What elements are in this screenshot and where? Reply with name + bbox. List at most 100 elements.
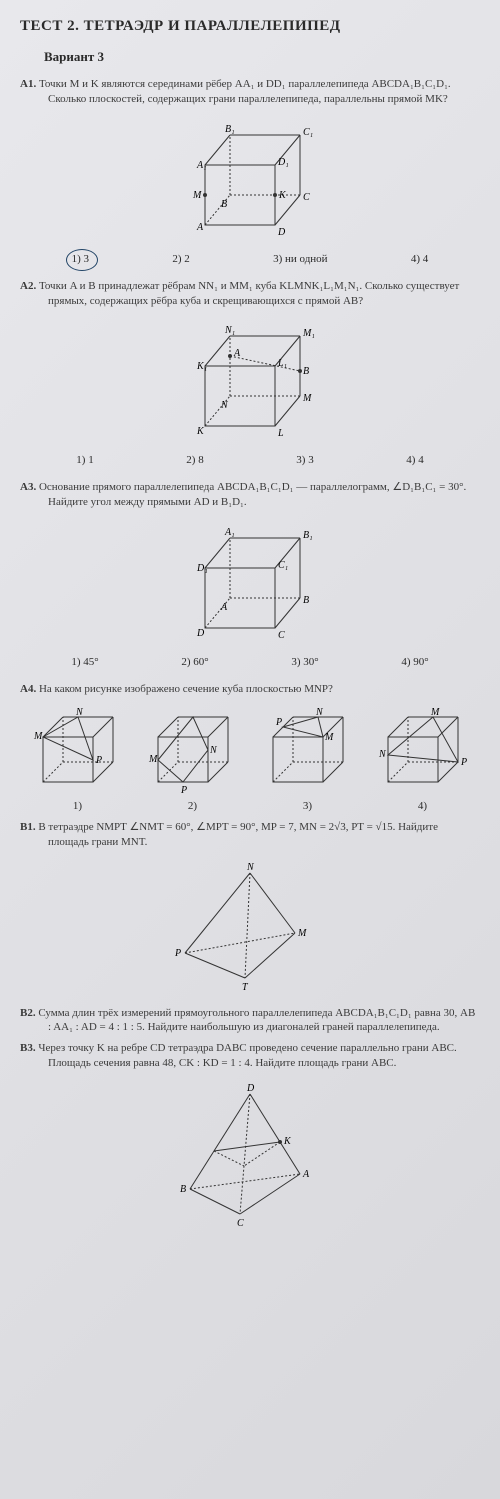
a4-3-N: N bbox=[315, 707, 324, 718]
a3-B1-label: B₁ bbox=[303, 530, 313, 541]
b1-text: В1. В тетраэдре NMPT ∠NMT = 60°, ∠MPT = … bbox=[20, 820, 480, 850]
a1-opt3: 3) ни одной bbox=[273, 253, 328, 265]
b3-K: K bbox=[283, 1136, 292, 1147]
a3-A-label: A bbox=[220, 602, 228, 613]
a1-C1-label: C₁ bbox=[303, 127, 313, 138]
a1-body: Точки M и K являются серединами рёбер AA… bbox=[39, 78, 451, 105]
b1-P: P bbox=[174, 948, 181, 959]
a4-num: А4. bbox=[20, 683, 36, 695]
a3-D-label: D bbox=[196, 628, 205, 639]
a3-C-label: C bbox=[278, 630, 285, 641]
b1-N: N bbox=[246, 862, 255, 873]
b3-C: C bbox=[237, 1218, 244, 1229]
a1-B-label: B bbox=[221, 199, 227, 210]
a3-C1-label: C₁ bbox=[278, 560, 288, 571]
a2-L-label: L bbox=[277, 428, 284, 439]
a3-opt3: 3) 30° bbox=[291, 656, 318, 668]
b3-num: В3. bbox=[20, 1042, 36, 1054]
a4-4-P: P bbox=[460, 757, 467, 768]
b2-body: Сумма длин трёх измерений прямоугольного… bbox=[38, 1007, 475, 1034]
a4-fig4: M N P 4) bbox=[373, 705, 473, 812]
a1-D-label: D bbox=[277, 227, 286, 238]
a4-2-P: P bbox=[180, 785, 187, 796]
a2-N1-label: N₁ bbox=[224, 325, 235, 336]
test-title: ТЕСТ 2. ТЕТРАЭДР И ПАРАЛЛЕЛЕПИПЕД bbox=[20, 18, 480, 35]
a4-4-N: N bbox=[378, 749, 387, 760]
a4-text: А4. На каком рисунке изображено сечение … bbox=[20, 682, 480, 697]
a2-A-label: A bbox=[233, 348, 241, 359]
question-b2: В2. Сумма длин трёх измерений прямоуголь… bbox=[20, 1006, 480, 1036]
a2-M-label: M bbox=[302, 393, 312, 404]
a2-opt4: 4) 4 bbox=[406, 454, 423, 466]
b1-figure: N M P T bbox=[20, 858, 480, 998]
a1-opt4: 4) 4 bbox=[411, 253, 428, 265]
a1-num: А1. bbox=[20, 78, 36, 90]
a1-opt1: 1) 3 bbox=[72, 253, 89, 265]
a1-K-label: K bbox=[278, 190, 287, 201]
question-a2: А2. Точки A и B принадлежат рёбрам NN₁ и… bbox=[20, 279, 480, 467]
a1-opt2: 2) 2 bbox=[172, 253, 189, 265]
a3-answers: 1) 45° 2) 60° 3) 30° 4) 90° bbox=[20, 656, 480, 668]
a2-M1-label: M₁ bbox=[302, 328, 315, 339]
a2-answers: 1) 1 2) 8 3) 3 4) 4 bbox=[20, 454, 480, 466]
a3-figure: A₁ B₁ C₁ D₁ A B C D bbox=[20, 518, 480, 648]
a3-A1-label: A₁ bbox=[224, 527, 235, 538]
a4-opt4: 4) bbox=[373, 800, 473, 812]
a2-text: А2. Точки A и B принадлежат рёбрам NN₁ и… bbox=[20, 279, 480, 309]
b1-M: M bbox=[297, 928, 307, 939]
a4-2-N: N bbox=[209, 745, 218, 756]
b2-num: В2. bbox=[20, 1007, 36, 1019]
b3-figure: D A B C K bbox=[20, 1079, 480, 1229]
a3-text: А3. Основание прямого параллелепипеда AB… bbox=[20, 480, 480, 510]
a2-K1-label: K₁ bbox=[196, 361, 207, 372]
a1-B1-label: B₁ bbox=[225, 124, 235, 135]
b3-A: A bbox=[302, 1169, 310, 1180]
b3-body: Через точку K на ребре CD тетраэдра DABC… bbox=[38, 1042, 456, 1069]
a4-2-M: M bbox=[148, 754, 158, 765]
a3-opt4: 4) 90° bbox=[401, 656, 428, 668]
a2-num: А2. bbox=[20, 280, 36, 292]
a2-opt1: 1) 1 bbox=[76, 454, 93, 466]
page: ТЕСТ 2. ТЕТРАЭДР И ПАРАЛЛЕЛЕПИПЕД Вариан… bbox=[0, 0, 500, 1499]
b3-D: D bbox=[246, 1083, 255, 1094]
b1-body: В тетраэдре NMPT ∠NMT = 60°, ∠MPT = 90°,… bbox=[38, 821, 438, 848]
a1-text: А1. Точки M и K являются серединами рёбе… bbox=[20, 77, 480, 107]
a2-B-label: B bbox=[303, 366, 309, 377]
a2-figure: K₁ N₁ M₁ L₁ K N M L A B bbox=[20, 316, 480, 446]
a3-opt1: 1) 45° bbox=[71, 656, 98, 668]
a1-D1-label: D₁ bbox=[277, 157, 289, 168]
b3-text: В3. Через точку K на ребре CD тетраэдра … bbox=[20, 1041, 480, 1071]
a3-opt2: 2) 60° bbox=[181, 656, 208, 668]
a1-A1-label: A₁ bbox=[196, 160, 207, 171]
a2-K-label: K bbox=[196, 426, 205, 437]
a2-body: Точки A и B принадлежат рёбрам NN₁ и MM₁… bbox=[39, 280, 459, 307]
question-b1: В1. В тетраэдре NMPT ∠NMT = 60°, ∠MPT = … bbox=[20, 820, 480, 998]
a2-L1-label: L₁ bbox=[277, 358, 287, 369]
a3-num: А3. bbox=[20, 481, 36, 493]
b3-B: B bbox=[180, 1184, 186, 1195]
a4-fig1: M N P 1) bbox=[28, 705, 128, 812]
a1-A-label: A bbox=[196, 222, 204, 233]
question-a4: А4. На каком рисунке изображено сечение … bbox=[20, 682, 480, 812]
b1-num: В1. bbox=[20, 821, 36, 833]
a4-fig3: N M P 3) bbox=[258, 705, 358, 812]
a2-N-label: N bbox=[220, 400, 229, 411]
a4-fig2: M N P 2) bbox=[143, 705, 243, 812]
a4-opt3: 3) bbox=[258, 800, 358, 812]
a4-1-M: M bbox=[33, 731, 43, 742]
a4-opt2: 2) bbox=[143, 800, 243, 812]
a1-figure: A₁ B₁ C₁ D₁ A B C D M K bbox=[20, 115, 480, 245]
a2-opt3: 3) 3 bbox=[296, 454, 313, 466]
b2-text: В2. Сумма длин трёх измерений прямоуголь… bbox=[20, 1006, 480, 1036]
question-a1: А1. Точки M и K являются серединами рёбе… bbox=[20, 77, 480, 265]
a4-1-N: N bbox=[75, 707, 84, 718]
a4-3-M: M bbox=[324, 732, 334, 743]
a4-opt1: 1) bbox=[28, 800, 128, 812]
variant-label: Вариант 3 bbox=[44, 49, 480, 65]
a4-body: На каком рисунке изображено сечение куба… bbox=[39, 683, 333, 695]
a1-C-label: C bbox=[303, 192, 310, 203]
a4-1-P: P bbox=[95, 755, 102, 766]
a3-B-label: B bbox=[303, 595, 309, 606]
a2-opt2: 2) 8 bbox=[186, 454, 203, 466]
a1-M-label: M bbox=[192, 190, 202, 201]
